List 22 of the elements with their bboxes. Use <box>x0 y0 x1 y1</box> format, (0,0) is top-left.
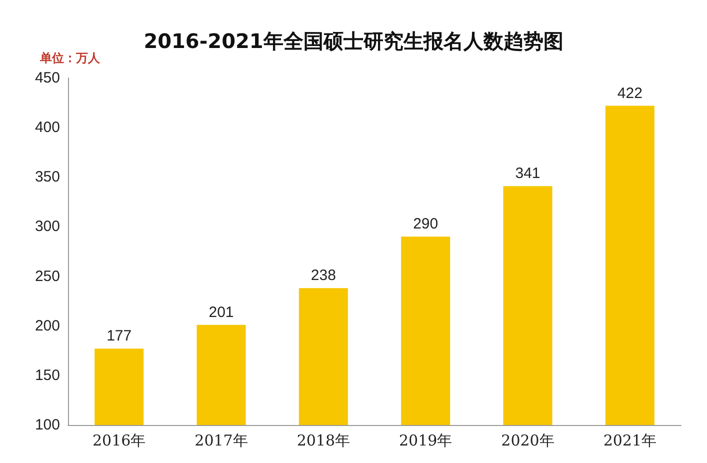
data-label: 201 <box>208 304 234 321</box>
chart-title: 2016-2021年全国硕士研究生报名人数趋势图 <box>144 29 564 53</box>
data-label: 238 <box>310 267 336 284</box>
x-tick-label: 2016年 <box>92 432 146 450</box>
y-tick-label: 250 <box>34 268 60 285</box>
y-tick-label: 200 <box>34 317 60 334</box>
x-tick-label: 2020年 <box>501 432 554 450</box>
y-tick-label: 150 <box>34 366 60 384</box>
data-label: 422 <box>617 84 642 102</box>
y-tick-label: 100 <box>34 416 60 434</box>
data-label: 341 <box>515 165 540 182</box>
x-tick-label: 2018年 <box>296 432 350 450</box>
x-tick-label: 2021年 <box>603 432 657 450</box>
text: 单位：万人 <box>39 51 101 65</box>
y-tick-label: 450 <box>34 70 60 86</box>
y-tick-label: 300 <box>34 218 60 236</box>
y-tick-label: 350 <box>34 168 60 186</box>
y-tick-label: 400 <box>34 119 60 136</box>
x-tick-label: 2017年 <box>194 432 248 450</box>
data-label: 290 <box>413 216 438 233</box>
data-label: 177 <box>106 328 132 345</box>
x-tick-label: 2019年 <box>398 432 452 450</box>
